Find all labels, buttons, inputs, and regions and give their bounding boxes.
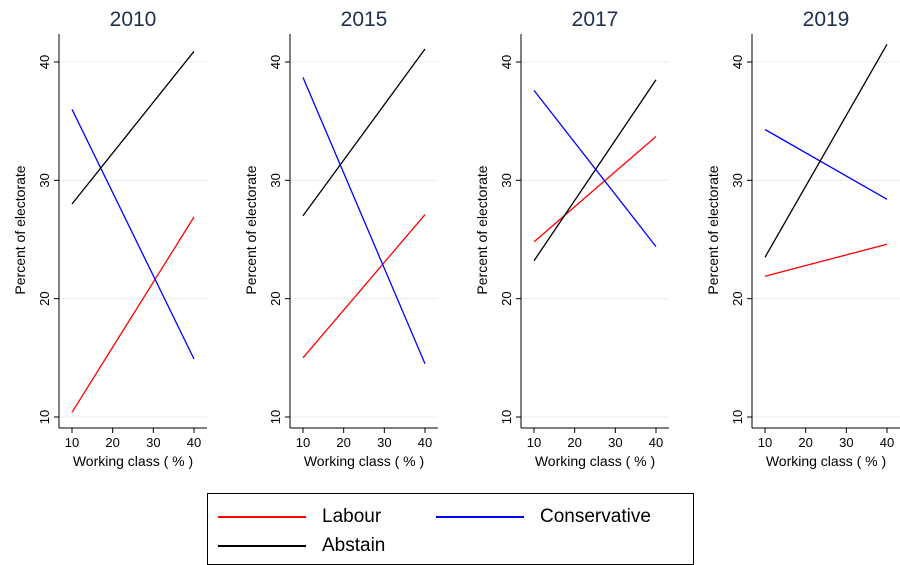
x-tick-label: 10 [65,435,79,450]
y-tick-label: 30 [268,173,283,187]
y-tick-label: 30 [499,173,514,187]
series-line-conservative [533,89,657,248]
y-tick-label: 30 [37,173,52,187]
chart-panel-4: 10 20 30 40 10 20 30 40 2019 Working class ( % ) P… [705,8,900,469]
series-line-labour [71,216,195,413]
x-tick-label: 20 [336,435,350,450]
y-tick-label: 10 [37,410,52,424]
series-line-conservative [302,77,426,365]
series-line-labour [764,243,888,277]
x-tick-label: 20 [798,435,812,450]
series-line-labour [302,214,426,359]
chart-panel-1: 10 20 30 40 10 20 30 40 2010 Working class ( % ) P… [12,8,207,469]
legend-item-labour: Labour [218,506,381,528]
y-axis-label: Percent of electorate [12,165,28,294]
x-tick-label: 10 [527,435,541,450]
y-tick-label: 10 [268,410,283,424]
series-line-abstain [71,50,195,205]
legend-swatch-abstain [218,545,306,547]
legend-label-labour: Labour [322,506,382,527]
series-line-conservative [71,109,195,360]
x-axis-label: Working class ( % ) [73,453,193,469]
x-tick-label: 30 [608,435,622,450]
x-tick-label: 10 [296,435,310,450]
legend-item-abstain: Abstain [218,535,385,557]
y-tick-label: 10 [730,410,745,424]
x-tick-label: 10 [758,435,772,450]
x-tick-label: 40 [418,435,432,450]
x-tick-label: 20 [567,435,581,450]
legend-swatch-conservative [436,516,524,518]
chart-legend: Labour Conservative Abstain [207,493,694,565]
y-tick-label: 40 [730,55,745,69]
series-line-labour [533,136,657,243]
x-tick-label: 40 [649,435,663,450]
series-line-abstain [764,43,888,258]
legend-label-abstain: Abstain [322,535,386,556]
series-line-conservative [764,128,888,200]
x-axis-label: Working class ( % ) [535,453,655,469]
x-tick-label: 30 [377,435,391,450]
y-axis-label: Percent of electorate [243,165,259,294]
y-tick-label: 20 [268,291,283,305]
chart-panel-2: 10 20 30 40 10 20 30 40 2015 Working class ( % ) P… [243,8,438,469]
y-tick-label: 40 [268,55,283,69]
legend-item-conservative: Conservative [436,506,651,528]
y-tick-label: 40 [37,55,52,69]
x-tick-label: 20 [105,435,119,450]
panel-title: 2015 [341,8,388,31]
y-tick-label: 30 [730,173,745,187]
series-line-abstain [533,79,657,262]
y-axis-label: Percent of electorate [705,165,721,294]
panel-title: 2019 [803,8,850,31]
x-tick-label: 40 [880,435,894,450]
panel-title: 2010 [110,8,157,31]
legend-label-conservative: Conservative [540,506,651,527]
x-tick-label: 30 [839,435,853,450]
y-tick-label: 20 [499,291,514,305]
x-tick-label: 40 [187,435,201,450]
y-tick-label: 20 [37,291,52,305]
x-axis-label: Working class ( % ) [766,453,886,469]
series-line-abstain [302,48,426,217]
x-tick-label: 30 [146,435,160,450]
y-tick-label: 10 [499,410,514,424]
chart-panel-3: 10 20 30 40 10 20 30 40 2017 Working class ( % ) P… [474,8,669,469]
y-axis-label: Percent of electorate [474,165,490,294]
legend-swatch-labour [218,516,306,518]
y-tick-label: 20 [730,291,745,305]
x-axis-label: Working class ( % ) [304,453,424,469]
panel-title: 2017 [572,8,619,31]
y-tick-label: 40 [499,55,514,69]
